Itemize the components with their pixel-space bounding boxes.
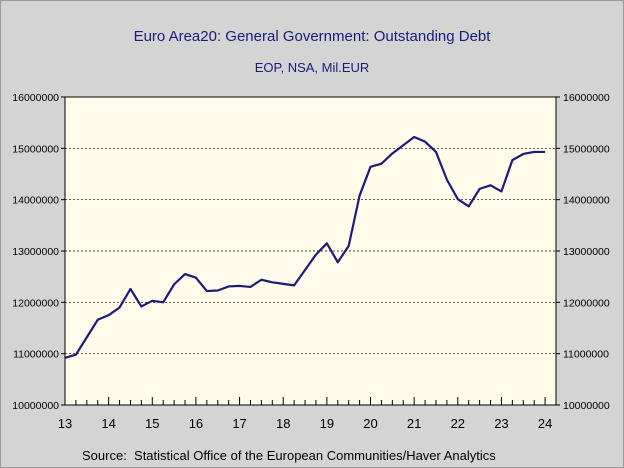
y-tick-label-right: 16000000 [563, 92, 610, 104]
y-tick-label-left: 12000000 [12, 297, 59, 309]
x-tick-label: 18 [276, 416, 290, 431]
y-tick-label-right: 12000000 [563, 297, 610, 309]
series-line-outstanding-debt [64, 135, 546, 359]
x-tick-label: 21 [407, 416, 421, 431]
y-tick-label-left: 14000000 [12, 195, 59, 207]
y-tick-label-left: 10000000 [12, 400, 59, 412]
x-tick-label: 20 [363, 416, 377, 431]
chart-title: Euro Area20: General Government: Outstan… [133, 28, 491, 45]
y-tick-label-right: 14000000 [563, 195, 610, 207]
y-tick-label-left: 11000000 [13, 349, 59, 361]
chart-subtitle: EOP, NSA, Mil.EUR [254, 60, 370, 75]
x-tick-label: 15 [145, 416, 159, 431]
x-tick-label: 16 [189, 416, 203, 431]
x-tick-label: 23 [494, 416, 508, 431]
axis-labels: 10000000 10000000 11000000 11000000 12000000… [12, 92, 610, 431]
x-tick-label: 19 [320, 416, 334, 431]
y-tick-label-right: 11000000 [563, 349, 609, 361]
grid-lines [65, 147, 556, 355]
plot-border [64, 96, 557, 406]
x-tick-label: 14 [101, 416, 115, 431]
chart-source: Source: Statistical Office of the Europe… [82, 448, 496, 463]
y-tick-label-right: 10000000 [563, 400, 610, 412]
y-tick-label-left: 15000000 [12, 143, 59, 155]
x-tick-label: 22 [451, 416, 465, 431]
y-tick-label-right: 13000000 [563, 246, 610, 258]
y-tick-label-left: 16000000 [12, 92, 59, 104]
y-tick-label-left: 13000000 [12, 246, 59, 258]
x-tick-label: 17 [232, 416, 246, 431]
x-tick-label: 13 [58, 416, 72, 431]
x-tick-label: 24 [538, 416, 552, 431]
y-tick-label-right: 15000000 [563, 143, 610, 155]
